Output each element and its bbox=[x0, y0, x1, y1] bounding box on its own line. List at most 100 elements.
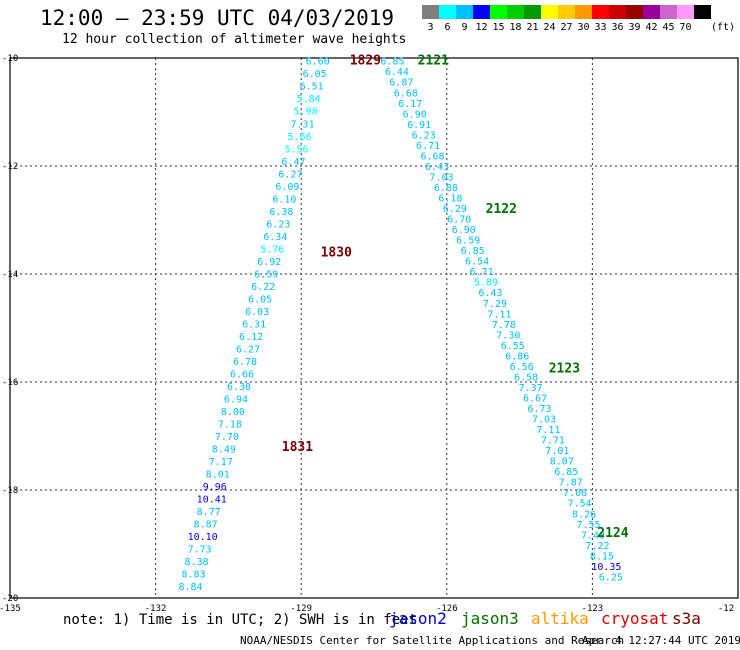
lat-tick-label: -20 bbox=[2, 594, 18, 604]
wave-height-value: 6.70 bbox=[447, 215, 471, 226]
wave-height-value: 6.54 bbox=[465, 257, 489, 268]
legend-swatch bbox=[660, 5, 677, 19]
legend-label: 39 bbox=[628, 22, 641, 33]
legend-swatch bbox=[490, 5, 507, 19]
lon-tick-label: -129 bbox=[290, 604, 312, 614]
wave-height-value: 6.05 bbox=[248, 294, 272, 305]
wave-height-value: 7.06 bbox=[563, 488, 587, 499]
wave-height-value: 6.31 bbox=[242, 319, 266, 330]
wave-height-value: 6.85 bbox=[461, 246, 485, 257]
wave-height-value: 6.05 bbox=[303, 69, 327, 80]
pass-time-label: 2122 bbox=[486, 202, 517, 217]
legend-label: 36 bbox=[611, 22, 624, 33]
legend-label: 3 bbox=[427, 22, 434, 33]
wave-height-value: 8.77 bbox=[197, 507, 221, 518]
satellite-jason2: jason2 bbox=[389, 609, 447, 628]
legend-label: 45 bbox=[662, 22, 675, 33]
wave-height-value: 7.30 bbox=[496, 330, 520, 341]
wave-height-value: 6.71 bbox=[416, 141, 440, 152]
wave-height-value: 7.73 bbox=[188, 545, 212, 556]
wave-height-value: 6.51 bbox=[300, 82, 324, 93]
wave-height-value: 6.23 bbox=[412, 130, 436, 141]
legend-swatch bbox=[541, 5, 558, 19]
wave-height-value: 6.86 bbox=[505, 351, 529, 362]
wave-height-value: 8.84 bbox=[178, 582, 202, 593]
wave-height-value: 6.23 bbox=[266, 219, 290, 230]
wave-height-value: 9.96 bbox=[203, 482, 227, 493]
legend-label: 15 bbox=[492, 22, 505, 33]
wave-height-value: 6.59 bbox=[254, 269, 278, 280]
legend-swatch bbox=[473, 5, 490, 19]
wave-height-value: 6.27 bbox=[236, 344, 260, 355]
wave-height-value: 6.60 bbox=[306, 57, 330, 68]
wave-height-value: 7.31 bbox=[291, 119, 315, 130]
legend-label: 30 bbox=[577, 22, 590, 33]
wave-height-value: 7.22 bbox=[585, 541, 609, 552]
legend-swatch bbox=[694, 5, 711, 19]
wave-height-value: 7.43 bbox=[581, 530, 605, 541]
wave-height-value: 10.35 bbox=[591, 562, 621, 573]
wave-height-value: 6.68 bbox=[394, 88, 418, 99]
wave-height-value: 6.25 bbox=[599, 572, 623, 583]
legend-label: 9 bbox=[461, 22, 468, 33]
legend-swatch bbox=[626, 5, 643, 19]
wave-height-value: 6.73 bbox=[527, 404, 551, 415]
lon-tick-label: -123 bbox=[582, 604, 604, 614]
wave-height-value: 7.87 bbox=[559, 478, 583, 489]
wave-height-value: 6.18 bbox=[438, 194, 462, 205]
wave-height-value: 7.78 bbox=[492, 320, 516, 331]
lon-tick-label: -132 bbox=[145, 604, 167, 614]
wave-height-value: 6.43 bbox=[425, 162, 449, 173]
wave-height-value: 7.71 bbox=[541, 436, 565, 447]
wave-height-value: 7.29 bbox=[483, 299, 507, 310]
wave-height-value: 5.76 bbox=[260, 244, 284, 255]
satellite-jason3: jason3 bbox=[461, 609, 519, 628]
pass-time-label: 2124 bbox=[597, 526, 628, 541]
legend-swatch bbox=[524, 5, 541, 19]
legend-label: 70 bbox=[679, 22, 692, 33]
wave-height-value: 6.85 bbox=[380, 57, 404, 68]
footer-credit: NOAA/NESDIS Center for Satellite Applica… bbox=[240, 634, 625, 647]
wave-height-value: 8.87 bbox=[194, 520, 218, 531]
wave-height-value: 6.58 bbox=[514, 372, 538, 383]
pass-time-label: 2121 bbox=[418, 54, 449, 69]
wave-height-value: 7.37 bbox=[519, 383, 543, 394]
legend-swatch bbox=[609, 5, 626, 19]
legend-unit: (ft) bbox=[711, 22, 736, 33]
legend-swatch bbox=[575, 5, 592, 19]
legend-label: 21 bbox=[526, 22, 539, 33]
legend-swatch bbox=[439, 5, 456, 19]
wave-height-value: 10.10 bbox=[188, 532, 218, 543]
wave-height-value: 7.17 bbox=[209, 457, 233, 468]
wave-height-value: 6.71 bbox=[470, 267, 494, 278]
wave-height-value: 7.54 bbox=[568, 499, 592, 510]
lat-tick-label: -16 bbox=[2, 378, 18, 388]
wave-height-value: 6.91 bbox=[407, 120, 431, 131]
wave-height-value: 6.68 bbox=[421, 151, 445, 162]
wave-height-value: 7.70 bbox=[215, 432, 239, 443]
wave-height-value: 7.01 bbox=[545, 446, 569, 457]
legend-label: 18 bbox=[509, 22, 522, 33]
wave-height-value: 7.03 bbox=[532, 415, 556, 426]
wave-height-value: 6.92 bbox=[257, 257, 281, 268]
wave-height-value: 5.66 bbox=[287, 132, 311, 143]
wave-height-value: 7.11 bbox=[487, 309, 511, 320]
legend-swatch bbox=[422, 5, 439, 19]
wave-height-value: 7.55 bbox=[577, 520, 601, 531]
lon-tick-label: -126 bbox=[436, 604, 458, 614]
wave-height-value: 6.10 bbox=[272, 194, 296, 205]
wave-height-value: 6.55 bbox=[501, 341, 525, 352]
lat-tick-label: -12 bbox=[2, 162, 18, 172]
wave-height-value: 6.94 bbox=[224, 394, 248, 405]
wave-height-value: 6.66 bbox=[230, 369, 254, 380]
wave-height-value: 8.26 bbox=[572, 509, 596, 520]
wave-height-value: 6.38 bbox=[227, 382, 251, 393]
wave-height-value: 8.15 bbox=[590, 551, 614, 562]
wave-height-value: 6.03 bbox=[245, 307, 269, 318]
wave-height-value: 6.34 bbox=[263, 232, 287, 243]
pass-time-label: 2123 bbox=[549, 362, 580, 377]
wave-height-value: 8.49 bbox=[212, 445, 236, 456]
page-subtitle: 12 hour collection of altimeter wave hei… bbox=[62, 32, 407, 47]
